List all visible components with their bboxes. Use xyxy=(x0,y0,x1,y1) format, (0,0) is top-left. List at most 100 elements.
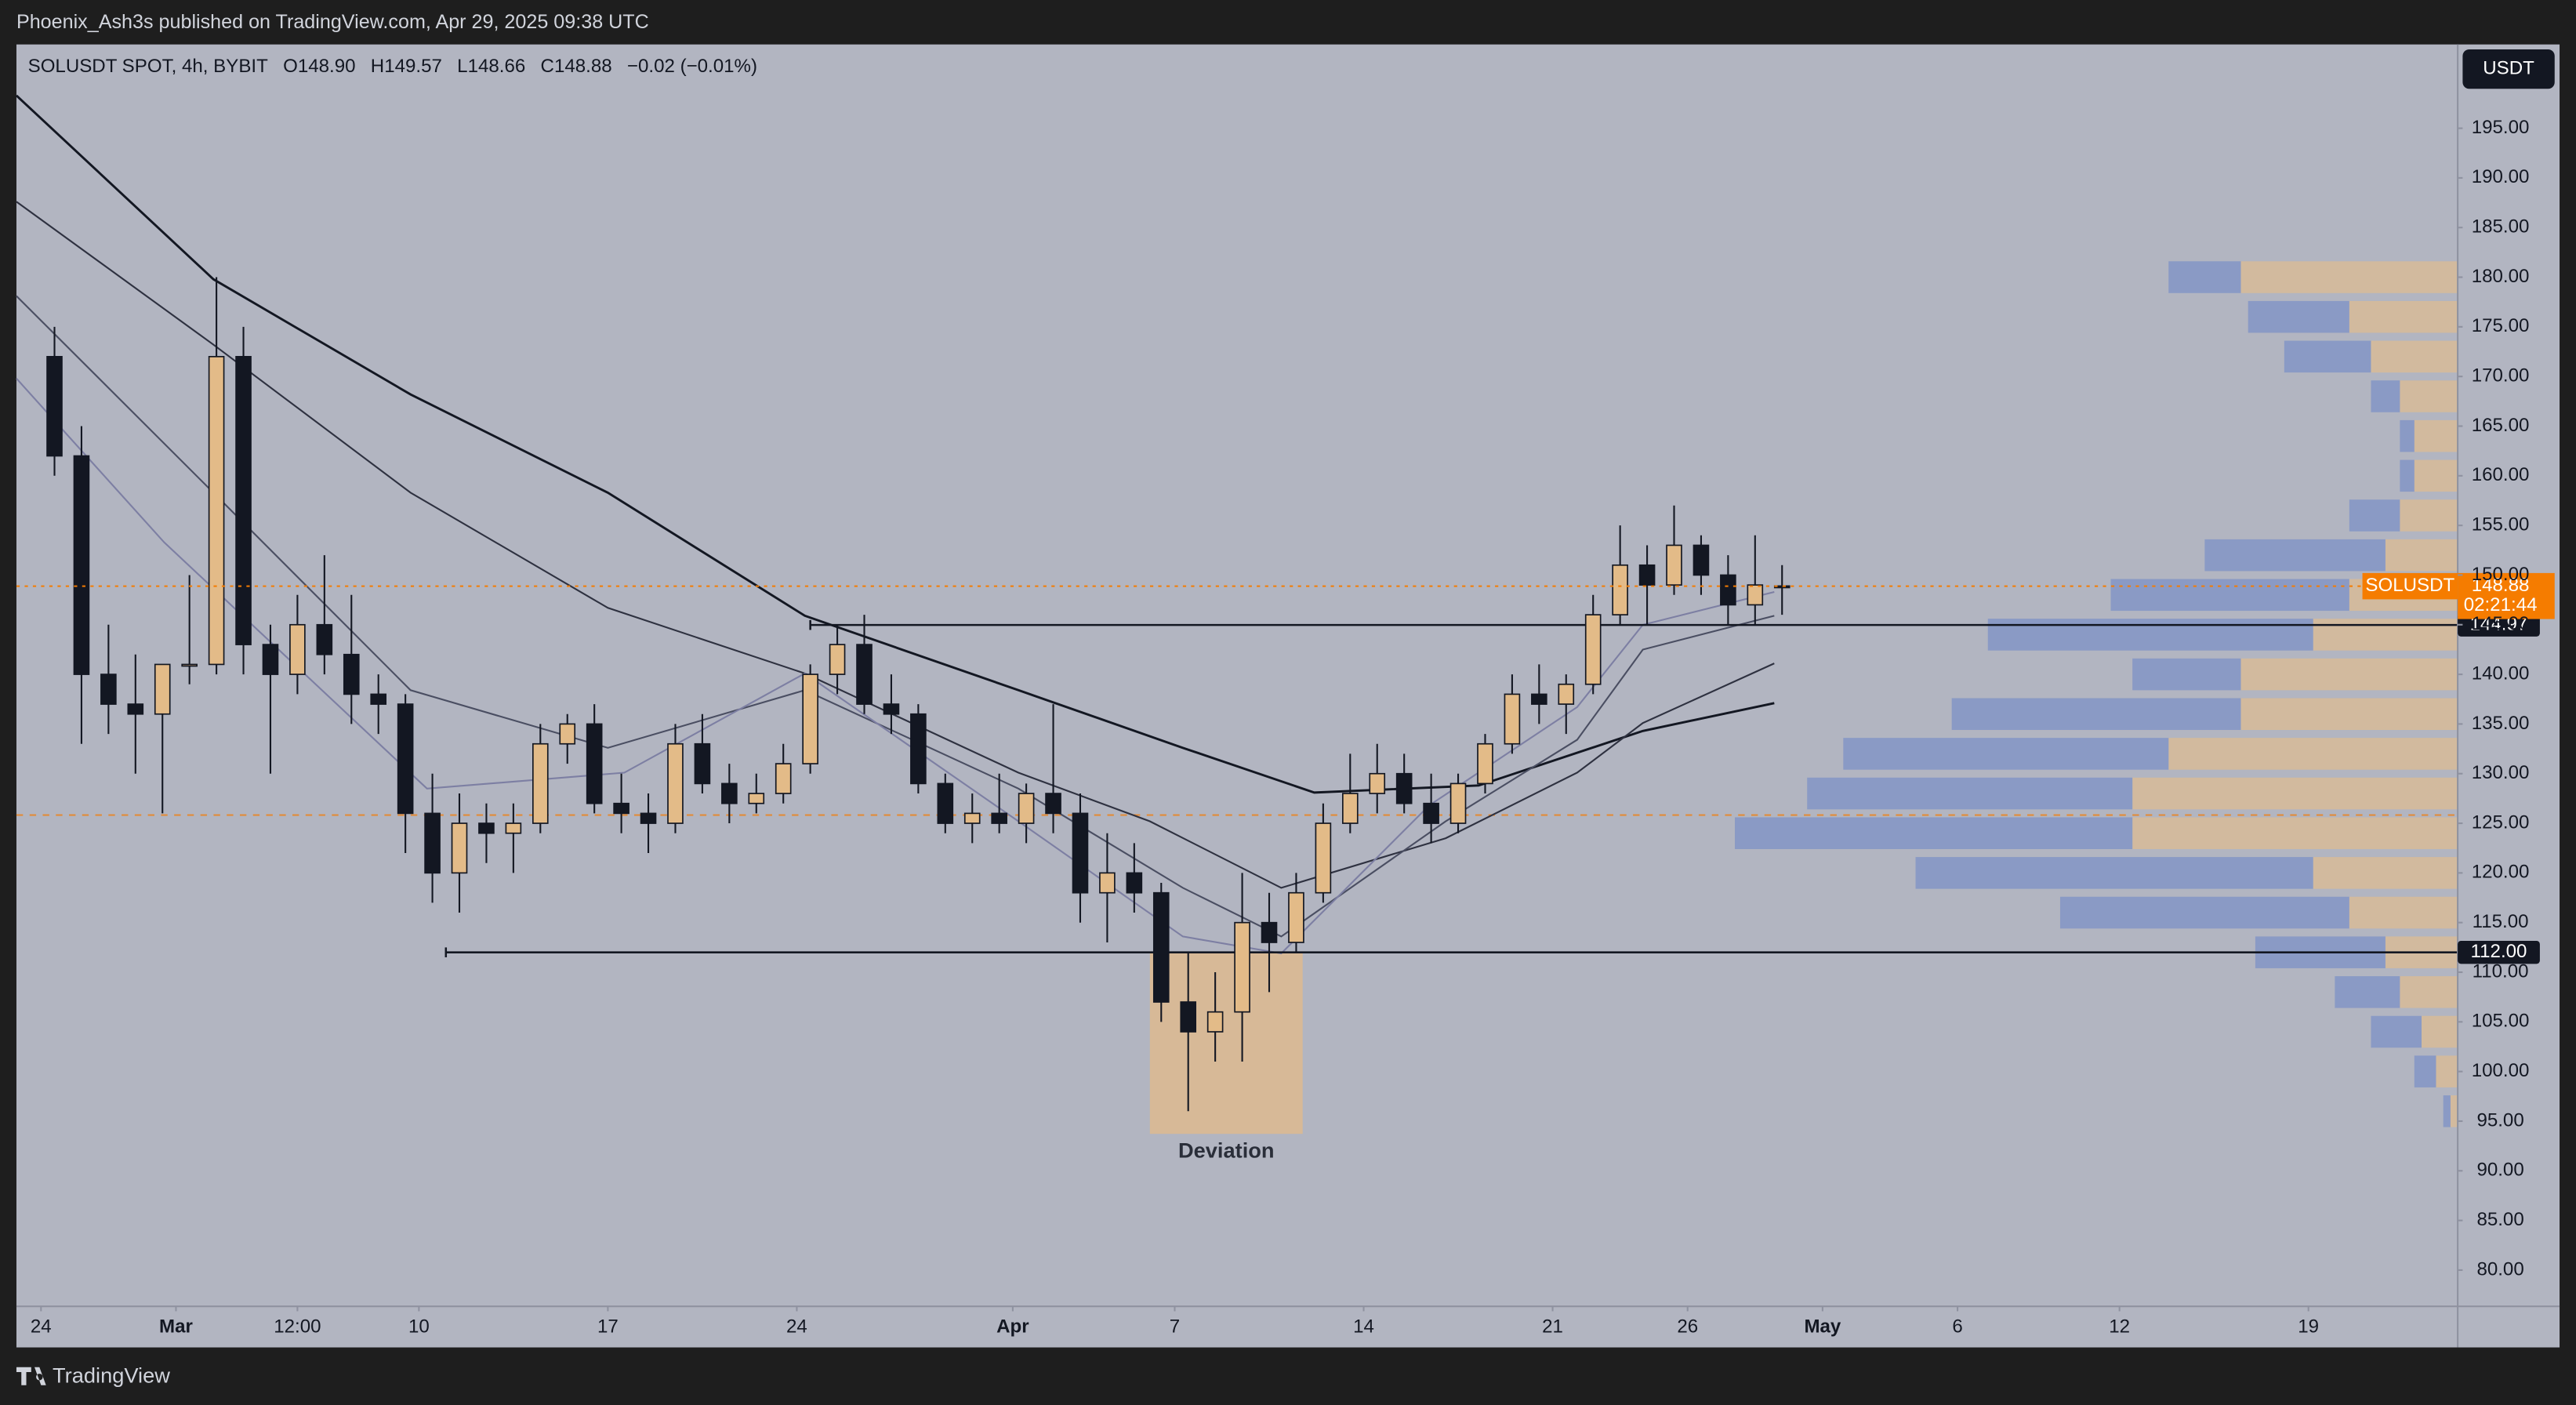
y-tick-label: 80.00 xyxy=(2476,1258,2523,1280)
y-tick-label: 120.00 xyxy=(2472,862,2530,883)
y-tick-label: 190.00 xyxy=(2472,166,2530,187)
profile-down xyxy=(1951,698,2241,731)
profile-up xyxy=(2240,698,2458,731)
y-tick-label: 145.00 xyxy=(2472,613,2530,634)
plot-area: Deviation xyxy=(15,94,2458,1162)
candle-body xyxy=(1584,614,1602,685)
profile-down xyxy=(2400,419,2415,452)
candle-body xyxy=(127,703,144,715)
candle-body xyxy=(451,822,468,874)
candle-body xyxy=(559,723,576,745)
candle-body xyxy=(532,742,549,824)
candle-body xyxy=(100,673,117,705)
profile-down xyxy=(2168,261,2241,293)
x-tick-label: 24 xyxy=(786,1316,807,1338)
candle-body xyxy=(1477,742,1493,785)
last-price-name: SOLUSDT xyxy=(2365,575,2454,596)
profile-down xyxy=(2414,1055,2436,1087)
profile-up xyxy=(2400,976,2458,1008)
legend-high: H149.57 xyxy=(371,56,442,77)
profile-up xyxy=(2240,658,2458,691)
level-tag xyxy=(2458,941,2540,964)
profile-down xyxy=(2349,499,2400,532)
y-tick-label: 160.00 xyxy=(2472,464,2530,485)
profile-down xyxy=(2059,896,2349,929)
candle-body xyxy=(721,782,738,804)
profile-up xyxy=(2371,340,2458,373)
profile-up xyxy=(2385,539,2458,572)
candle-body xyxy=(1747,584,1764,606)
y-tick-label: 180.00 xyxy=(2472,266,2530,287)
candle-body xyxy=(883,703,900,715)
legend-low: L148.66 xyxy=(457,56,525,77)
candle-body xyxy=(235,356,252,645)
profile-up xyxy=(2414,459,2458,492)
y-tick-label: 195.00 xyxy=(2472,117,2530,138)
x-tick-label: 6 xyxy=(1952,1316,1962,1338)
candle-body xyxy=(1261,921,1278,943)
candle-body xyxy=(586,723,603,804)
candle-body xyxy=(640,812,657,824)
profile-down xyxy=(2443,1095,2451,1127)
candle-body xyxy=(1315,822,1332,894)
candle-body xyxy=(73,455,90,675)
candle-body xyxy=(1072,812,1089,894)
profile-up xyxy=(2436,1055,2458,1087)
candle-body xyxy=(802,673,818,764)
x-tick-label: 10 xyxy=(408,1316,430,1338)
y-tick-label: 170.00 xyxy=(2472,365,2530,387)
candle-body xyxy=(937,782,954,824)
candle-body xyxy=(856,644,873,705)
candle-body xyxy=(829,644,846,675)
y-tick-label: 185.00 xyxy=(2472,216,2530,238)
y-tick-label: 150.00 xyxy=(2472,564,2530,585)
publisher-line: Phoenix_Ash3s published on TradingView.c… xyxy=(16,11,649,33)
currency-button[interactable] xyxy=(2462,49,2555,89)
y-tick-label: 95.00 xyxy=(2476,1109,2523,1131)
candle-body xyxy=(1531,693,1547,705)
candle-body xyxy=(1099,872,1116,894)
profile-down xyxy=(1915,857,2313,889)
legend-open: O148.90 xyxy=(283,56,355,77)
brand: TradingView xyxy=(16,1363,170,1387)
symbol-title: SOLUSDT SPOT, 4h, BYBIT xyxy=(28,56,268,77)
last-price-tag xyxy=(2458,572,2555,619)
profile-down xyxy=(2110,579,2349,612)
candle-body xyxy=(370,693,387,705)
profile-up xyxy=(2422,1015,2458,1048)
x-tick-label: 14 xyxy=(1353,1316,1374,1338)
chart-pane xyxy=(16,44,2560,1348)
candle-body xyxy=(963,812,981,824)
y-tick-label: 140.00 xyxy=(2472,663,2530,684)
x-tick-label: 24 xyxy=(31,1316,52,1338)
candle-body xyxy=(424,812,441,874)
profile-up xyxy=(2240,261,2458,293)
candle-body xyxy=(397,703,414,815)
candle-body xyxy=(1612,564,1628,615)
profile-up xyxy=(2313,857,2458,889)
candle-body xyxy=(613,802,629,815)
candle-body xyxy=(694,742,711,785)
candle-body xyxy=(478,822,495,834)
x-tick-label: 7 xyxy=(1170,1316,1180,1338)
candle-body xyxy=(991,812,1007,824)
candle-body xyxy=(181,663,198,667)
y-tick-label: 105.00 xyxy=(2472,1011,2530,1032)
candle-body xyxy=(343,653,360,695)
candle-body xyxy=(667,742,684,824)
candle-body xyxy=(289,623,306,675)
y-tick-label: 115.00 xyxy=(2473,911,2529,932)
profile-up xyxy=(2400,380,2458,412)
deviation-label: Deviation xyxy=(1178,1138,1275,1162)
x-tick-label: 19 xyxy=(2298,1316,2319,1338)
candle-body xyxy=(1395,772,1413,804)
candle-body xyxy=(1045,793,1061,815)
legend: SOLUSDT SPOT, 4h, BYBIT O148.90 H149.57 … xyxy=(28,56,757,77)
y-tick-label: 110.00 xyxy=(2473,960,2529,982)
candle-body xyxy=(1638,564,1656,586)
candle-body xyxy=(1234,921,1250,1013)
profile-down xyxy=(1843,738,2169,770)
y-tick-label: 175.00 xyxy=(2472,315,2530,336)
candle-body xyxy=(1504,693,1521,745)
profile-down xyxy=(2371,380,2400,412)
